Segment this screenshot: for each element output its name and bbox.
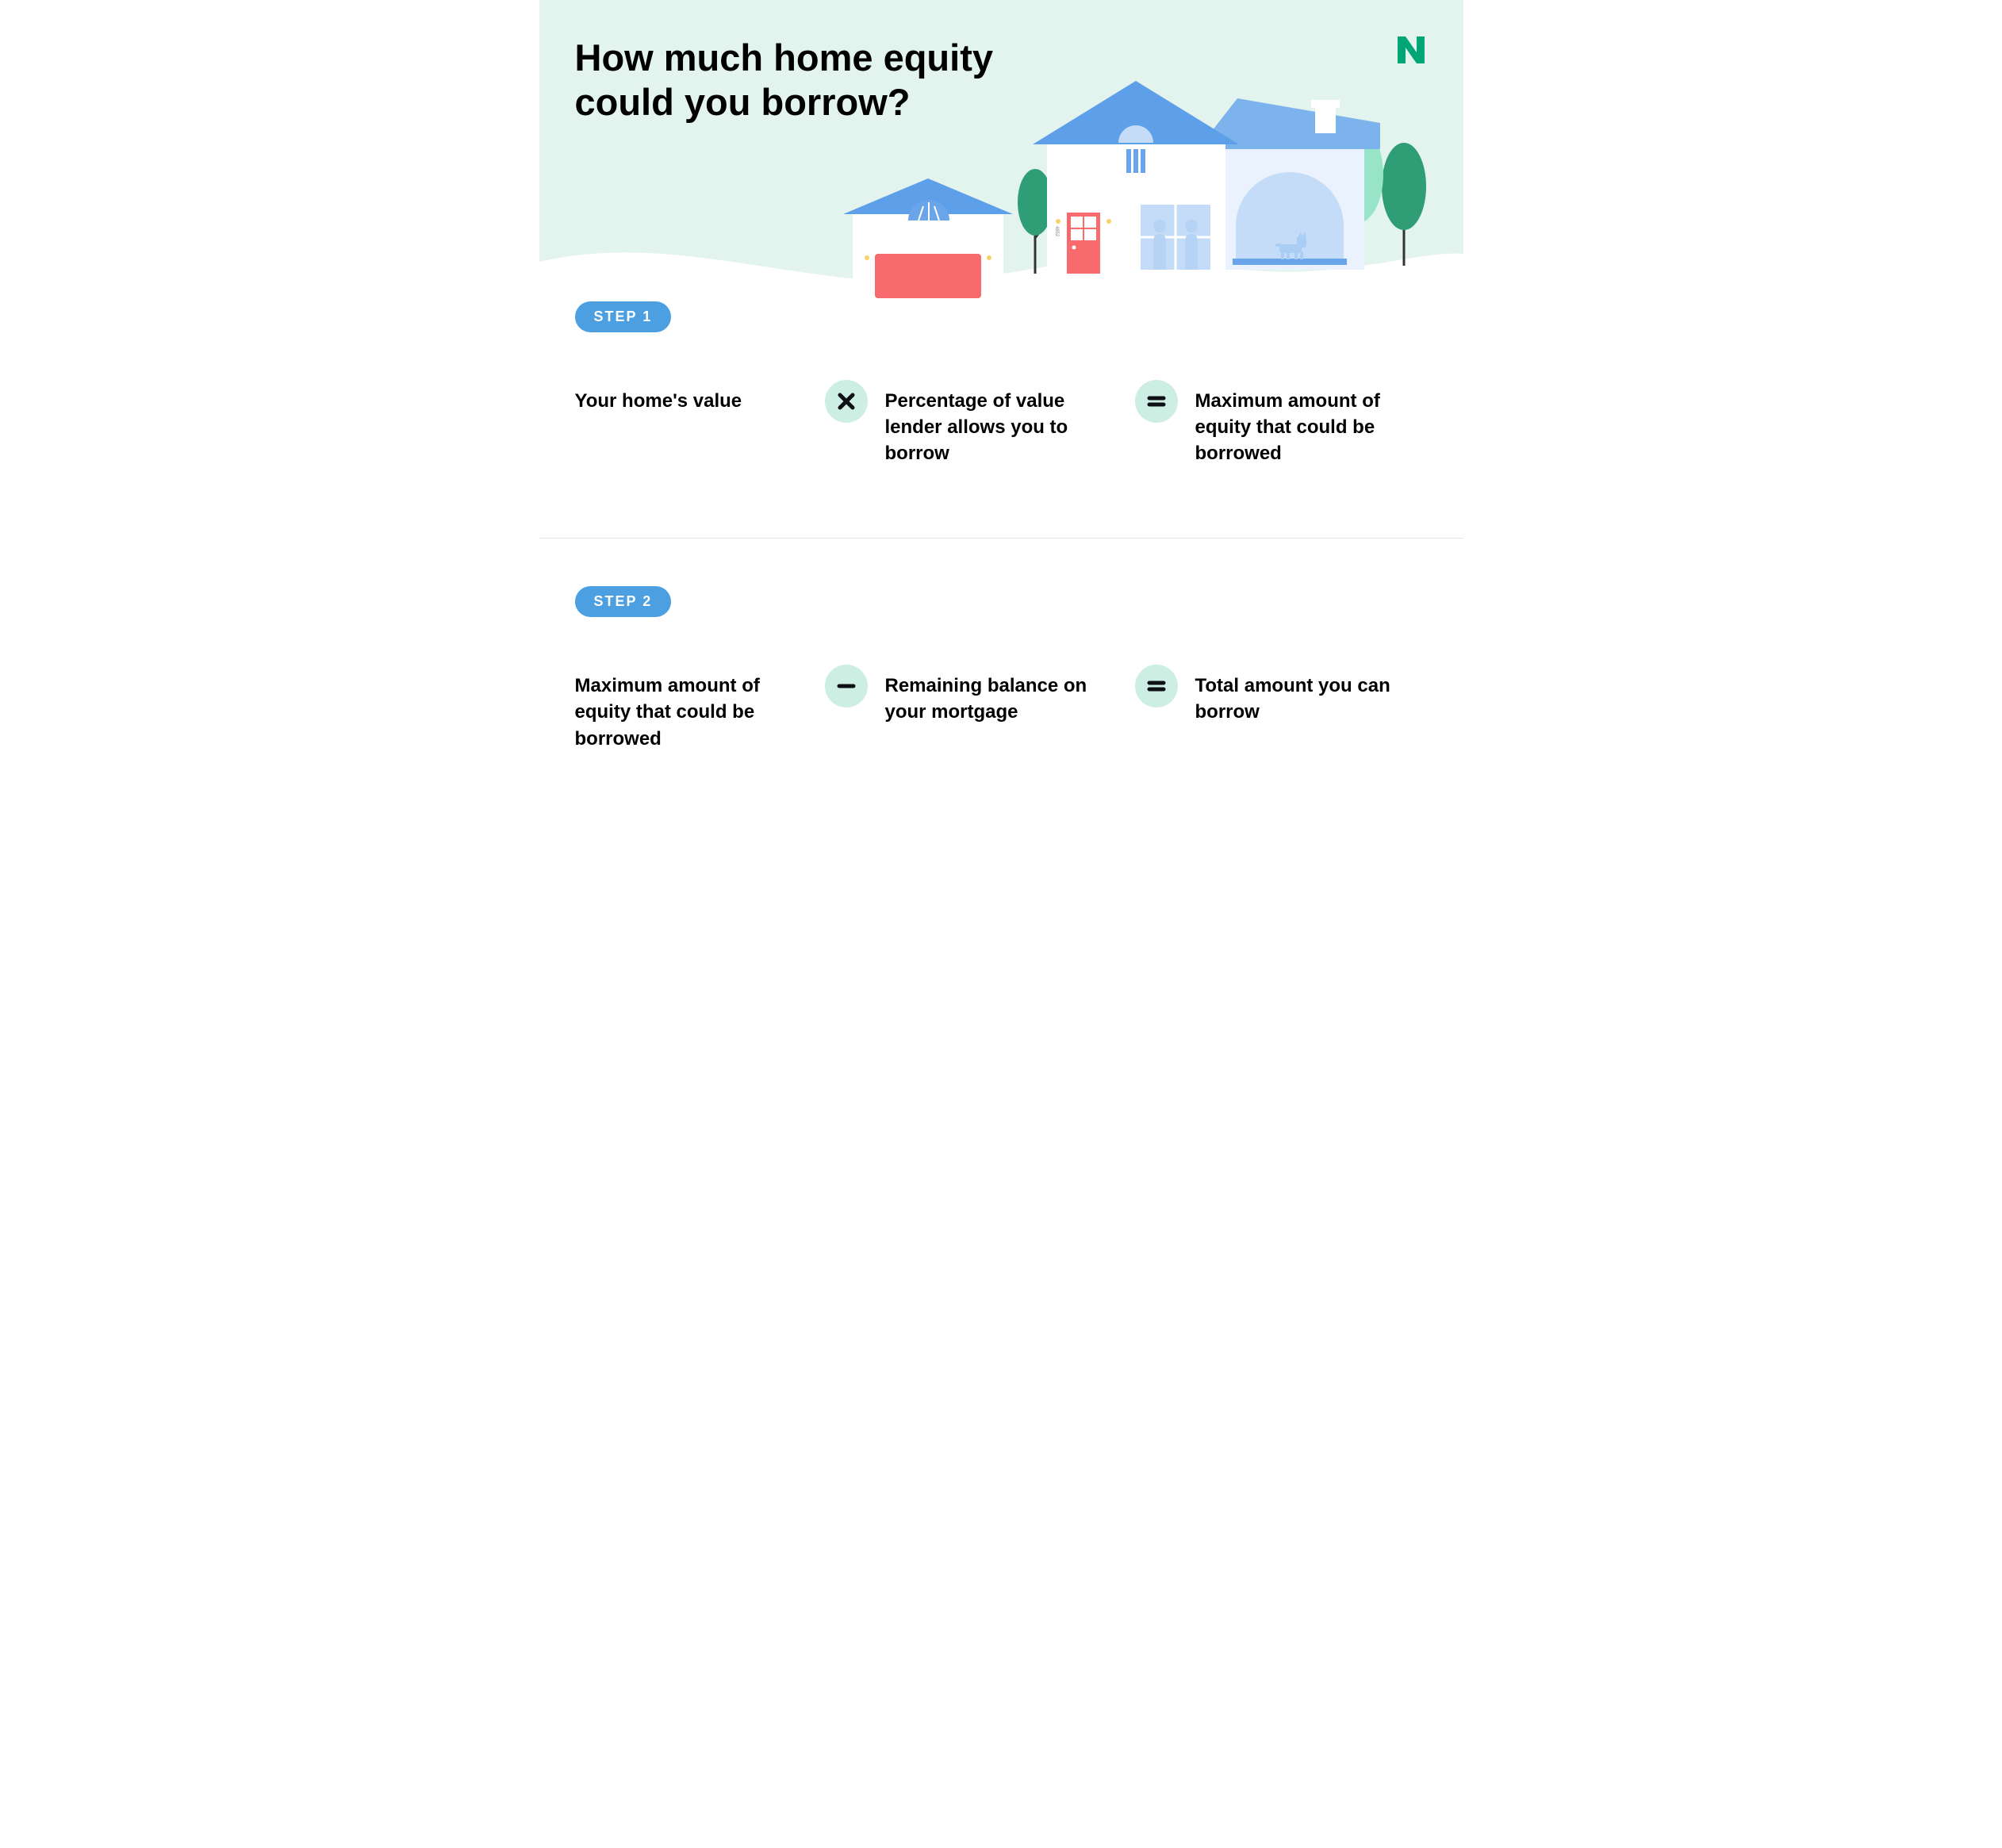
section-divider xyxy=(539,538,1463,539)
step-2-term-3: Total amount you can borrow xyxy=(1195,673,1428,725)
equals-icon xyxy=(1135,665,1178,707)
step-1-term-3: Maximum amount of equity that could be b… xyxy=(1195,388,1428,466)
step-2-section: STEP 2 Maximum amount of equity that cou… xyxy=(539,586,1463,799)
hero-title: How much home equity could you borrow? xyxy=(575,36,1051,125)
step-2-badge: STEP 2 xyxy=(575,586,672,617)
step-1-badge: STEP 1 xyxy=(575,301,672,332)
step-1-section: STEP 1 Your home's value Percentage of v… xyxy=(539,301,1463,514)
svg-text:4852: 4852 xyxy=(1054,226,1059,237)
step-1-term-2: Percentage of value lender allows you to… xyxy=(885,388,1118,466)
step-1-equation: Your home's value Percentage of value le… xyxy=(575,388,1428,466)
equals-icon xyxy=(1135,380,1178,423)
step-2-equation: Maximum amount of equity that could be b… xyxy=(575,673,1428,751)
step-1-term-1: Your home's value xyxy=(575,388,807,414)
hero-section: 4852 xyxy=(539,0,1463,301)
step-2-term-2: Remaining balance on your mortgage xyxy=(885,673,1118,725)
step-2-term-1: Maximum amount of equity that could be b… xyxy=(575,673,807,751)
logo-icon xyxy=(1394,33,1428,71)
multiply-icon xyxy=(825,380,868,423)
minus-icon xyxy=(825,665,868,707)
